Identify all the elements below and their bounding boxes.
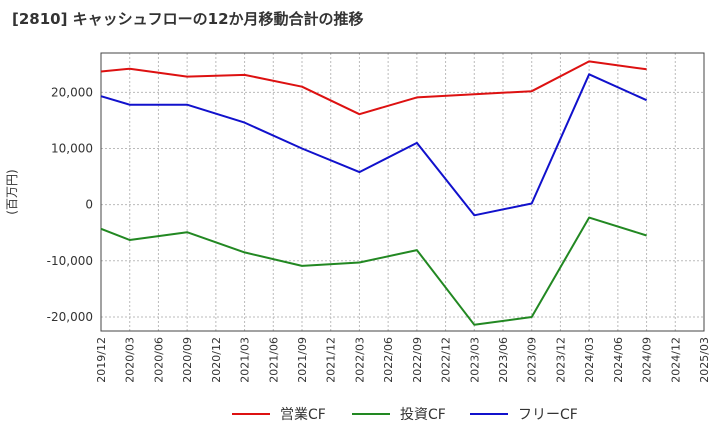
x-tick-label: 2022/12 — [440, 337, 453, 383]
y-tick-label: -10,000 — [47, 254, 93, 268]
plot-frame — [100, 52, 705, 332]
x-tick-label: 2024/06 — [612, 337, 625, 383]
x-tick-label: 2021/06 — [267, 337, 280, 383]
legend-item: 投資CF — [352, 402, 446, 426]
x-tick-label: 2024/03 — [583, 337, 596, 383]
y-tick-label: -20,000 — [47, 310, 93, 324]
x-tick-label: 2023/06 — [497, 337, 510, 383]
x-tick-label: 2021/03 — [239, 337, 252, 383]
x-tick-label: 2024/12 — [669, 337, 682, 383]
x-tick-label: 2020/12 — [210, 337, 223, 383]
x-tick-label: 2020/06 — [152, 337, 165, 383]
legend-swatch — [470, 413, 508, 415]
y-tick-label: 10,000 — [51, 141, 93, 155]
x-tick-label: 2019/12 — [95, 337, 108, 383]
y-axis-label: (百万円) — [5, 169, 19, 214]
x-tick-label: 2023/09 — [526, 337, 539, 383]
chart-area: 2019/12 2020/03 2020/06 2020/09 2020/12 2021/… — [5, 52, 711, 383]
x-tick-label: 2023/12 — [554, 337, 567, 383]
series-line — [100, 216, 647, 326]
x-tick-label: 2022/03 — [353, 337, 366, 383]
legend-swatch — [232, 413, 270, 415]
y-tick-label: 20,000 — [51, 85, 93, 99]
series-line — [100, 73, 648, 217]
x-tick-label: 2020/03 — [124, 337, 137, 383]
x-tick-label: 2022/06 — [382, 337, 395, 383]
x-tick-label: 2022/09 — [411, 337, 424, 383]
plot-background — [101, 53, 704, 331]
x-tick-label: 2020/09 — [181, 337, 194, 383]
x-tick-label: 2021/09 — [296, 337, 309, 383]
legend-swatch — [352, 413, 390, 415]
legend-item: フリーCF — [470, 402, 578, 426]
legend: 営業CF 投資CF フリーCF — [0, 402, 720, 426]
x-tick-label: 2025/03 — [698, 337, 711, 383]
chart-title: [2810] キャッシュフローの12か月移動合計の推移 — [12, 10, 364, 28]
y-tick-label: 0 — [85, 198, 93, 212]
legend-label: 営業CF — [280, 407, 326, 423]
x-tick-label: 2021/12 — [325, 337, 338, 383]
legend-label: フリーCF — [518, 407, 578, 423]
legend-item: 営業CF — [232, 402, 326, 426]
series-line — [100, 60, 647, 116]
legend-label: 投資CF — [400, 407, 446, 423]
x-tick-label: 2023/03 — [468, 337, 481, 383]
x-tick-label: 2024/09 — [641, 337, 654, 383]
